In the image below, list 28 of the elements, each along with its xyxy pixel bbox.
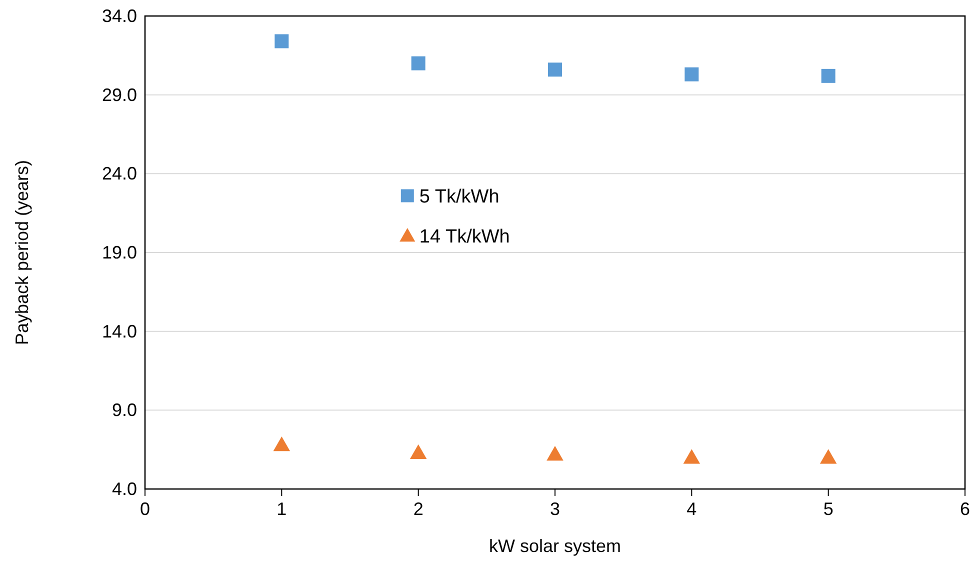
x-tick-label: 0 (140, 499, 150, 519)
point (820, 449, 837, 464)
point (274, 34, 289, 48)
point (411, 56, 426, 70)
y-tick-label: 29.0 (102, 84, 137, 105)
point (273, 436, 290, 452)
y-axis-title: Payback period (years) (12, 160, 32, 346)
point (683, 449, 700, 464)
legend-label: 14 Tk/kWh (419, 226, 510, 248)
x-tick-label: 1 (276, 499, 287, 519)
x-tick-label: 3 (550, 499, 560, 519)
y-tick-label: 9.0 (112, 400, 137, 420)
point (546, 446, 564, 461)
y-tick-label: 34.0 (102, 6, 137, 26)
y-tick-label: 19.0 (102, 242, 137, 262)
y-tick-label: 24.0 (102, 164, 137, 184)
point (821, 68, 836, 83)
x-tick-label: 2 (413, 499, 424, 519)
point (684, 67, 699, 82)
legend-label: 5 Tk/kWh (419, 186, 500, 208)
y-tick-label: 4.0 (112, 479, 137, 499)
point (410, 444, 427, 460)
y-tick-label: 14.0 (102, 321, 137, 342)
x-tick-label: 4 (686, 499, 697, 519)
x-axis-title: kW solar system (488, 536, 622, 556)
x-tick-label: 6 (960, 499, 970, 519)
point (548, 62, 562, 77)
x-tick-label: 5 (823, 499, 834, 519)
